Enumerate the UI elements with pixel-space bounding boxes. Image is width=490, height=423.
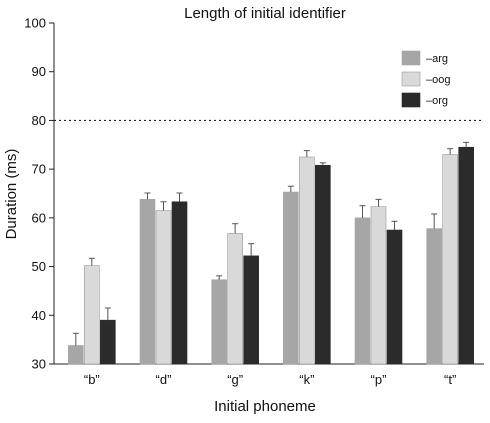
bar xyxy=(100,319,116,365)
legend-label: –oog xyxy=(426,74,450,86)
bar xyxy=(171,201,188,365)
legend-swatch xyxy=(401,92,421,108)
y-axis-title: Duration (ms) xyxy=(3,149,20,240)
bar xyxy=(442,154,458,365)
bar xyxy=(283,191,299,365)
legend-swatch xyxy=(401,71,421,87)
bar xyxy=(139,199,156,365)
bar xyxy=(227,233,243,365)
y-tick-label: 50 xyxy=(32,259,46,274)
bar xyxy=(386,229,403,365)
y-tick-label: 60 xyxy=(32,210,46,225)
bar xyxy=(211,279,227,365)
x-category-labels: “b” “d” “g” “k” “p” “t” xyxy=(84,372,456,387)
bar xyxy=(84,265,100,365)
legend-label: –org xyxy=(426,95,448,107)
bar xyxy=(370,206,387,365)
x-category-label: “k” xyxy=(299,372,314,387)
x-axis-title: Initial phoneme xyxy=(214,398,316,415)
legend-swatch xyxy=(401,50,421,66)
y-tick-label: 30 xyxy=(32,357,46,372)
legend: –arg –oog –org xyxy=(401,50,450,108)
y-tick-label: 100 xyxy=(24,16,46,31)
bar xyxy=(243,255,259,365)
y-ticks: 30 40 50 60 70 80 90 100 xyxy=(24,16,54,372)
x-category-label: “b” xyxy=(84,372,100,387)
bar xyxy=(68,345,84,365)
y-tick-label: 70 xyxy=(32,162,46,177)
chart-title: Length of initial identifier xyxy=(184,5,346,22)
x-category-label: “g” xyxy=(227,372,243,387)
y-tick-label: 40 xyxy=(32,308,46,323)
x-category-label: “p” xyxy=(371,372,387,387)
bars xyxy=(68,141,474,365)
bar xyxy=(426,228,442,365)
bar xyxy=(299,156,315,365)
y-tick-label: 80 xyxy=(32,113,46,128)
bar xyxy=(458,146,474,365)
bar xyxy=(354,217,371,365)
y-tick-label: 90 xyxy=(32,64,46,79)
bar xyxy=(315,164,331,365)
bar xyxy=(155,210,172,365)
legend-label: –arg xyxy=(426,53,448,65)
x-category-label: “t” xyxy=(444,372,456,387)
x-category-label: “d” xyxy=(156,372,172,387)
